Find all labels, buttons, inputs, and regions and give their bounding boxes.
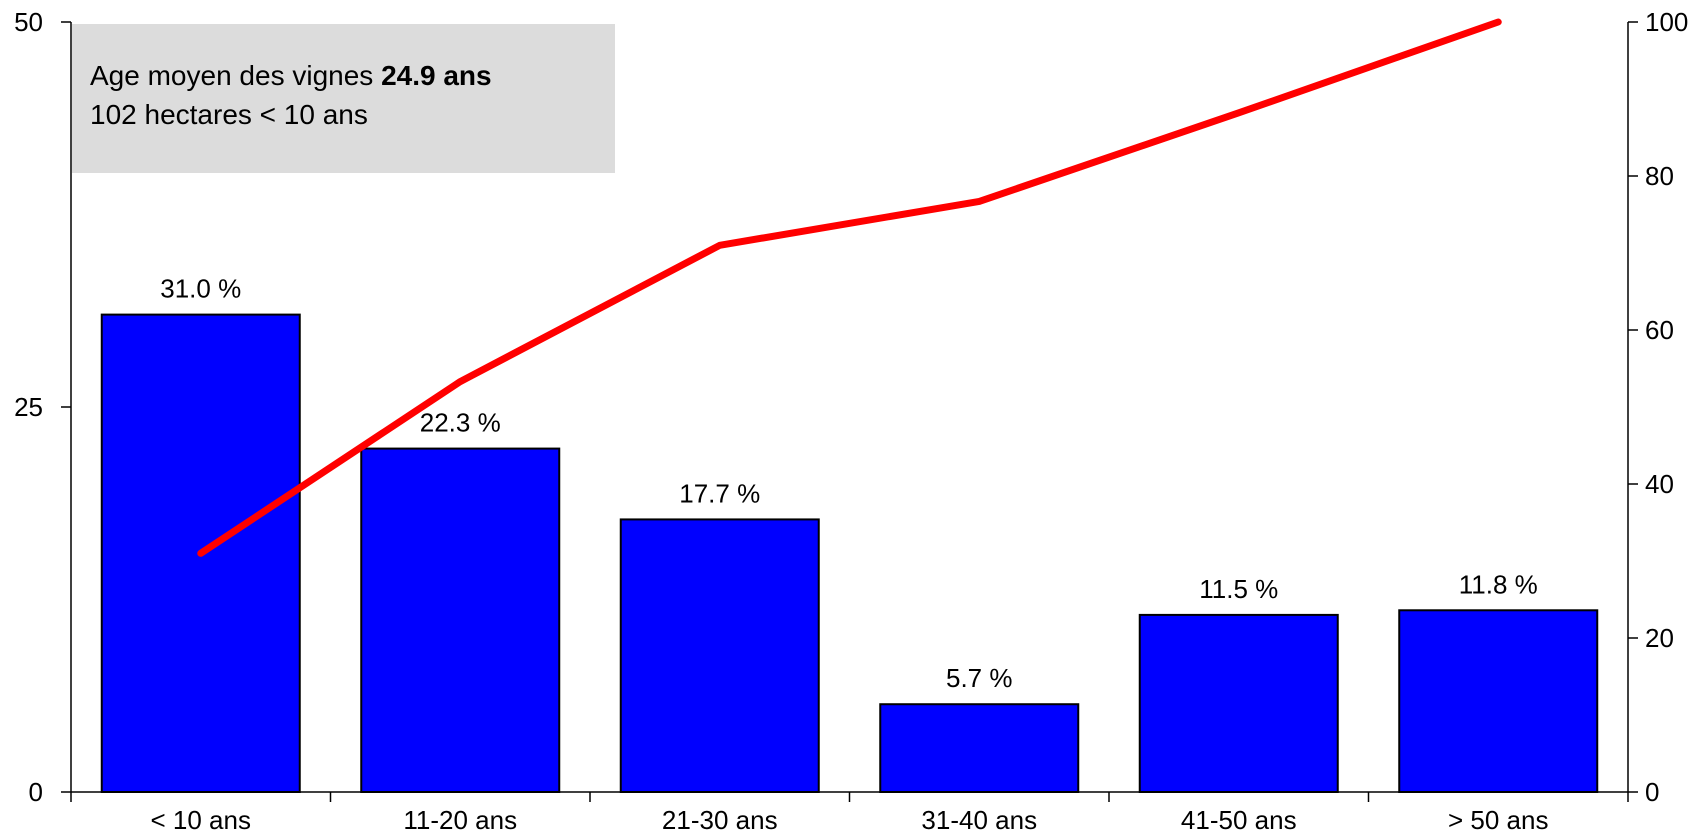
y-tick-label: 25 bbox=[14, 392, 43, 422]
bar-value-label: 5.7 % bbox=[946, 663, 1013, 693]
y-tick-label: 0 bbox=[29, 777, 43, 807]
y2-tick-label: 40 bbox=[1645, 469, 1674, 499]
info-line-1-prefix: Age moyen des vignes bbox=[90, 60, 382, 91]
x-tick-label: 41-50 ans bbox=[1181, 805, 1297, 835]
y2-tick-label: 20 bbox=[1645, 623, 1674, 653]
x-tick-label: 31-40 ans bbox=[921, 805, 1037, 835]
bar-value-label: 17.7 % bbox=[679, 478, 760, 508]
cumulative-line-path bbox=[197, 18, 1502, 557]
info-line-1: Age moyen des vignes 24.9 ans bbox=[90, 56, 615, 95]
x-tick-label: > 50 ans bbox=[1448, 805, 1548, 835]
tick-labels: 0 25 50 0 20 40 60 80 100 < 10 ans 11-20 ans 21-30 … bbox=[14, 7, 1688, 835]
bar bbox=[360, 447, 561, 793]
bars bbox=[100, 313, 1599, 794]
axes bbox=[61, 21, 1638, 802]
cumulative-line bbox=[197, 18, 1502, 557]
y2-tick-label: 100 bbox=[1645, 7, 1688, 37]
y2-tick-label: 0 bbox=[1645, 777, 1659, 807]
bar-labels: 31.0 % 22.3 % 17.7 % 5.7 % 11.5 % 11.8 % bbox=[160, 274, 1537, 694]
x-tick-label: < 10 ans bbox=[151, 805, 251, 835]
bar bbox=[619, 518, 820, 793]
y2-tick-label: 60 bbox=[1645, 315, 1674, 345]
average-age-value: 24.9 ans bbox=[381, 60, 492, 91]
x-tick-label: 21-30 ans bbox=[662, 805, 778, 835]
bar-value-label: 11.5 % bbox=[1199, 574, 1278, 604]
y2-tick-label: 80 bbox=[1645, 161, 1674, 191]
bar-value-label: 22.3 % bbox=[420, 408, 501, 438]
bar-value-label: 31.0 % bbox=[160, 274, 241, 304]
info-box: Age moyen des vignes 24.9 ans 102 hectar… bbox=[72, 24, 615, 173]
y-tick-label: 50 bbox=[14, 7, 43, 37]
x-tick-label: 11-20 ans bbox=[403, 805, 517, 835]
info-line-2: 102 hectares < 10 ans bbox=[90, 99, 368, 130]
bar bbox=[879, 703, 1080, 793]
bar bbox=[1398, 609, 1599, 794]
bar bbox=[1138, 613, 1339, 794]
bar-value-label: 11.8 % bbox=[1459, 569, 1538, 599]
